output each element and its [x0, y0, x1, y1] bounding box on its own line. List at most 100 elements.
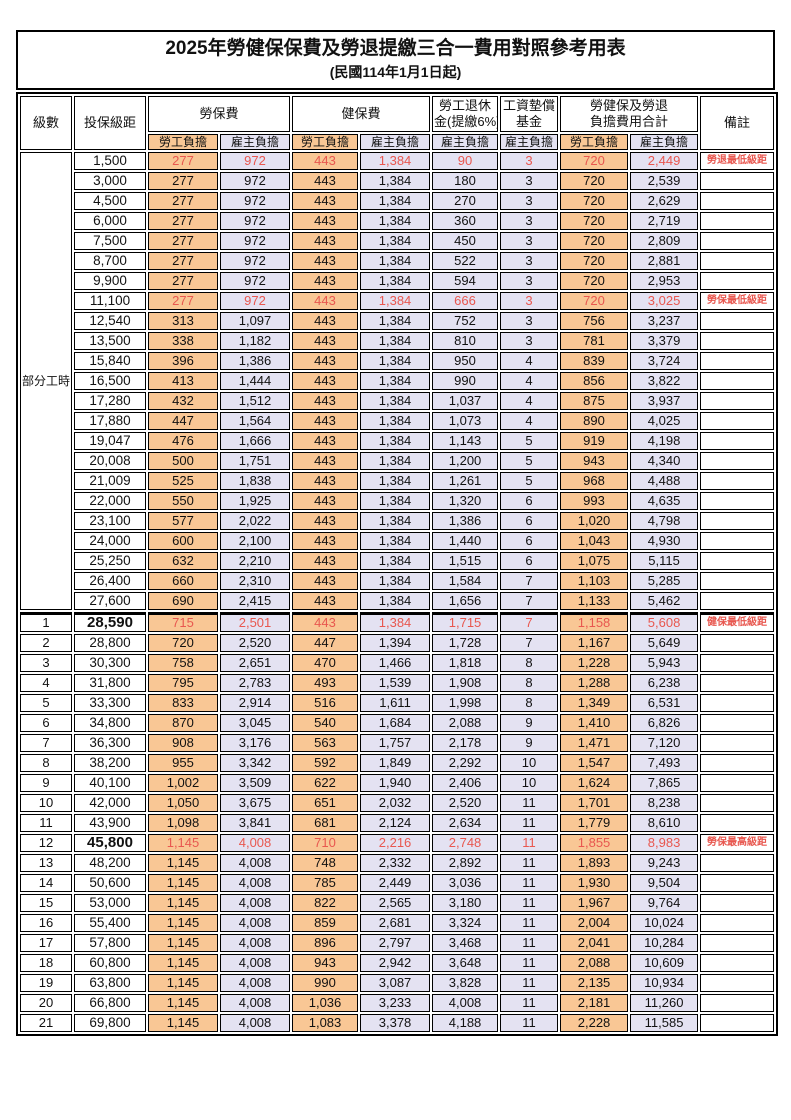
cell-hi-emp: 443 [292, 312, 359, 330]
cell-tot-er: 4,025 [630, 412, 699, 430]
table-row: 3,000 277 972 443 1,384 180 3 720 2,539 [20, 172, 775, 190]
cell-level: 13 [20, 854, 72, 872]
cell-tot-er: 3,237 [630, 312, 699, 330]
cell-li-er: 4,008 [220, 874, 291, 892]
cell-hi-er: 1,384 [360, 252, 431, 270]
cell-tot-er: 4,798 [630, 512, 699, 530]
cell-wage: 5 [500, 432, 559, 450]
cell-li-emp: 908 [148, 734, 218, 752]
header-fund-employer-burden: 雇主負擔 [500, 134, 559, 150]
cell-hi-er: 1,384 [360, 292, 431, 310]
cell-salary: 4,500 [74, 192, 146, 210]
cell-hi-er: 2,032 [360, 794, 431, 812]
cell-remark [700, 592, 775, 610]
cell-hi-emp: 443 [292, 332, 359, 350]
cell-tot-er: 4,635 [630, 492, 699, 510]
cell-remark: 勞保最低級距 [700, 292, 775, 310]
cell-tot-emp: 1,967 [560, 894, 629, 912]
cell-wage: 3 [500, 192, 559, 210]
cell-tot-er: 2,719 [630, 212, 699, 230]
header-total-line2: 負擔費用合計 [590, 114, 669, 129]
cell-tot-emp: 2,135 [560, 974, 629, 992]
cell-tot-emp: 1,103 [560, 572, 629, 590]
cell-salary: 66,800 [74, 994, 146, 1012]
cell-hi-er: 1,384 [360, 512, 431, 530]
cell-tot-er: 3,822 [630, 372, 699, 390]
cell-li-emp: 720 [148, 634, 218, 652]
table-row: 26,400 660 2,310 443 1,384 1,584 7 1,103 5,285 [20, 572, 775, 590]
cell-level: 7 [20, 734, 72, 752]
cell-hi-emp: 1,083 [292, 1014, 359, 1032]
table-row: 17,280 432 1,512 443 1,384 1,037 4 875 3,937 [20, 392, 775, 410]
cell-hi-emp: 443 [292, 352, 359, 370]
table-row: 3 30,300 758 2,651 470 1,466 1,818 8 1,228 5,943 [20, 654, 775, 672]
cell-level: 21 [20, 1014, 72, 1032]
cell-wage: 11 [500, 1014, 559, 1032]
cell-tot-emp: 720 [560, 172, 629, 190]
cell-salary: 43,900 [74, 814, 146, 832]
cell-pension: 2,292 [432, 754, 499, 772]
cell-wage: 3 [500, 232, 559, 250]
header-wage-fund-line2: 基金 [516, 114, 543, 129]
header-li-employee-burden: 勞工負擔 [148, 134, 218, 150]
cell-remark [700, 232, 775, 250]
cell-salary: 16,500 [74, 372, 146, 390]
cell-hi-er: 1,384 [360, 372, 431, 390]
cell-remark [700, 874, 775, 892]
cell-pension: 1,715 [432, 612, 499, 632]
cell-hi-er: 1,384 [360, 592, 431, 610]
cell-tot-er: 4,930 [630, 532, 699, 550]
cell-hi-emp: 443 [292, 452, 359, 470]
header-total-employer-burden: 雇主負擔 [630, 134, 699, 150]
table-row: 9 40,100 1,002 3,509 622 1,940 2,406 10 1,624 7,8… [20, 774, 775, 792]
cell-tot-er: 9,504 [630, 874, 699, 892]
header-hi-employee-burden: 勞工負擔 [292, 134, 359, 150]
table-row: 8,700 277 972 443 1,384 522 3 720 2,881 [20, 252, 775, 270]
cell-tot-er: 3,379 [630, 332, 699, 350]
cell-wage: 7 [500, 592, 559, 610]
cell-salary: 9,900 [74, 272, 146, 290]
cell-remark [700, 894, 775, 912]
cell-hi-er: 2,449 [360, 874, 431, 892]
header-pension-employer-burden: 雇主負擔 [432, 134, 499, 150]
cell-level: 18 [20, 954, 72, 972]
cell-tot-emp: 720 [560, 152, 629, 170]
cell-tot-er: 3,724 [630, 352, 699, 370]
cell-wage: 3 [500, 252, 559, 270]
cell-hi-emp: 859 [292, 914, 359, 932]
cell-pension: 450 [432, 232, 499, 250]
cell-li-er: 1,097 [220, 312, 291, 330]
cell-tot-emp: 1,349 [560, 694, 629, 712]
cell-hi-emp: 710 [292, 834, 359, 852]
cell-li-emp: 500 [148, 452, 218, 470]
cell-tot-emp: 1,167 [560, 634, 629, 652]
cell-tot-emp: 1,547 [560, 754, 629, 772]
cell-remark [700, 572, 775, 590]
cell-tot-emp: 1,228 [560, 654, 629, 672]
cell-tot-er: 6,238 [630, 674, 699, 692]
cell-hi-emp: 443 [292, 432, 359, 450]
cell-level: 2 [20, 634, 72, 652]
table-row: 11 43,900 1,098 3,841 681 2,124 2,634 11 1,779 8,… [20, 814, 775, 832]
cell-salary: 28,800 [74, 634, 146, 652]
cell-hi-er: 1,384 [360, 332, 431, 350]
cell-wage: 8 [500, 694, 559, 712]
cell-salary: 13,500 [74, 332, 146, 350]
cell-hi-er: 1,384 [360, 352, 431, 370]
cell-wage: 11 [500, 974, 559, 992]
cell-remark [700, 452, 775, 470]
cell-hi-emp: 563 [292, 734, 359, 752]
table-row: 9,900 277 972 443 1,384 594 3 720 2,953 [20, 272, 775, 290]
cell-remark [700, 372, 775, 390]
cell-tot-er: 3,025 [630, 292, 699, 310]
cell-wage: 11 [500, 794, 559, 812]
cell-hi-emp: 447 [292, 634, 359, 652]
cell-tot-emp: 856 [560, 372, 629, 390]
table-row: 12 45,800 1,145 4,008 710 2,216 2,748 11 1,855 8,… [20, 834, 775, 852]
table-row: 15,840 396 1,386 443 1,384 950 4 839 3,724 [20, 352, 775, 370]
cell-pension: 4,008 [432, 994, 499, 1012]
cell-salary: 57,800 [74, 934, 146, 952]
cell-salary: 21,009 [74, 472, 146, 490]
cell-salary: 24,000 [74, 532, 146, 550]
cell-tot-er: 10,609 [630, 954, 699, 972]
